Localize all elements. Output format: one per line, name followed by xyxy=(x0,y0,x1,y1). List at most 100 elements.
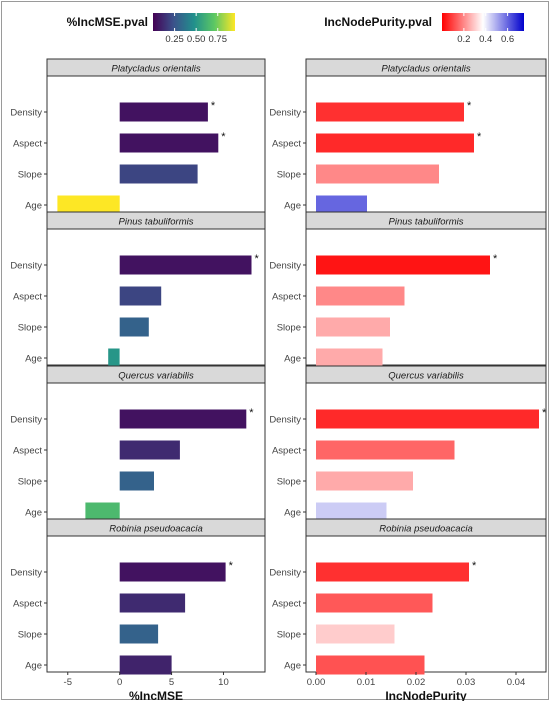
bar-aspect xyxy=(316,133,474,153)
significance-star: * xyxy=(493,253,498,265)
bar-aspect xyxy=(119,440,180,460)
significance-star: * xyxy=(211,100,216,112)
bar-density xyxy=(316,409,539,429)
y-tick-label: Slope xyxy=(18,323,42,334)
bar-age xyxy=(316,502,387,522)
y-tick-label: Density xyxy=(10,415,42,426)
facet-title: Quercus variabilis xyxy=(388,371,464,382)
facet-3: Quercus variabilis * Density Aspect Slope Age xyxy=(10,365,266,522)
facet-2: Pinus tabuliformis * Density Aspect Slope Age xyxy=(269,211,547,368)
bar-slope xyxy=(119,471,154,491)
bar-density xyxy=(119,102,208,122)
y-tick-label: Slope xyxy=(277,170,301,181)
y-tick-label: Aspect xyxy=(272,139,301,150)
legend-tick-label: 0.75 xyxy=(208,34,227,45)
y-tick-label: Density xyxy=(10,261,42,272)
y-tick-label: Density xyxy=(10,108,42,119)
bar-aspect xyxy=(119,593,186,613)
chart-1: %IncMSE.pval 0.25 0.50 0.75 Platycladus orie… xyxy=(10,13,266,703)
y-tick-label: Age xyxy=(284,354,301,365)
bar-aspect xyxy=(316,286,405,306)
x-tick-label: 0.02 xyxy=(407,677,426,688)
legend-tick-label: 0.50 xyxy=(187,34,206,45)
bar-density xyxy=(316,102,464,122)
y-tick-label: Density xyxy=(269,415,301,426)
y-tick-label: Aspect xyxy=(272,446,301,457)
facet-3: Quercus variabilis * Density Aspect Slope Age xyxy=(269,365,547,522)
bar-slope xyxy=(119,624,159,644)
legend: IncNodePurity.pval 0.2 0.4 0.6 xyxy=(324,13,524,45)
y-tick-label: Aspect xyxy=(272,599,301,610)
legend-title: IncNodePurity.pval xyxy=(324,15,432,29)
significance-star: * xyxy=(542,407,547,419)
bar-age xyxy=(316,655,425,675)
y-tick-label: Aspect xyxy=(13,292,42,303)
y-tick-label: Slope xyxy=(18,477,42,488)
facet-2: Pinus tabuliformis * Density Aspect Slope Age xyxy=(10,211,266,368)
significance-star: * xyxy=(221,131,226,143)
x-tick-label: 0.03 xyxy=(457,677,476,688)
bar-age xyxy=(119,655,172,675)
bar-age xyxy=(85,502,120,522)
y-tick-label: Density xyxy=(269,261,301,272)
bar-density xyxy=(316,255,490,275)
facet-title: Robinia pseudoacacia xyxy=(379,524,472,535)
bar-slope xyxy=(316,317,390,337)
bar-age xyxy=(108,348,120,368)
facet-4: Robinia pseudoacacia * Density Aspect Slope A… xyxy=(10,518,266,675)
facet-title: Platycladus orientalis xyxy=(111,64,200,75)
facet-4: Robinia pseudoacacia * Density Aspect Slope A… xyxy=(269,518,547,675)
bar-density xyxy=(316,562,469,582)
facet-title: Pinus tabuliformis xyxy=(389,217,464,228)
x-tick-label: 10 xyxy=(218,677,229,688)
bar-age xyxy=(57,195,120,215)
x-axis-title: IncNodePurity xyxy=(385,689,467,701)
bar-aspect xyxy=(119,286,162,306)
facet-title: Pinus tabuliformis xyxy=(119,217,194,228)
y-tick-label: Slope xyxy=(277,630,301,641)
facet-title: Robinia pseudoacacia xyxy=(109,524,202,535)
y-tick-label: Aspect xyxy=(13,139,42,150)
x-axis-title: %IncMSE xyxy=(129,689,183,701)
y-tick-label: Density xyxy=(269,568,301,579)
y-tick-label: Density xyxy=(269,108,301,119)
bar-age xyxy=(316,195,367,215)
significance-star: * xyxy=(249,407,254,419)
significance-star: * xyxy=(477,131,482,143)
legend-tick-label: 0.25 xyxy=(165,34,184,45)
y-tick-label: Density xyxy=(10,568,42,579)
significance-star: * xyxy=(472,560,477,572)
bar-slope xyxy=(316,471,413,491)
facet-title: Quercus variabilis xyxy=(118,371,194,382)
bar-aspect xyxy=(119,133,219,153)
y-tick-label: Aspect xyxy=(272,292,301,303)
facet-title: Platycladus orientalis xyxy=(381,64,470,75)
y-tick-label: Age xyxy=(25,661,42,672)
facet-1: Platycladus orientalis * Density * Aspect Slo… xyxy=(10,58,266,215)
legend-colorbar xyxy=(153,13,235,31)
facet-1: Platycladus orientalis * Density * Aspect Slo… xyxy=(269,58,547,215)
y-tick-label: Slope xyxy=(18,170,42,181)
bar-slope xyxy=(316,624,395,644)
x-tick-label: 5 xyxy=(169,677,174,688)
legend-colorbar xyxy=(442,13,524,31)
y-tick-label: Slope xyxy=(277,477,301,488)
bar-age xyxy=(316,348,383,368)
legend-title: %IncMSE.pval xyxy=(67,15,148,29)
bar-density xyxy=(119,409,247,429)
significance-star: * xyxy=(229,560,234,572)
significance-star: * xyxy=(467,100,472,112)
legend-tick-label: 0.2 xyxy=(457,34,470,45)
y-tick-label: Age xyxy=(25,354,42,365)
bar-slope xyxy=(119,164,198,184)
y-tick-label: Aspect xyxy=(13,599,42,610)
bar-aspect xyxy=(316,593,433,613)
bar-density xyxy=(119,255,252,275)
significance-star: * xyxy=(255,253,260,265)
bar-slope xyxy=(119,317,149,337)
x-tick-label: 0.00 xyxy=(307,677,326,688)
y-tick-label: Age xyxy=(284,201,301,212)
y-tick-label: Age xyxy=(284,508,301,519)
